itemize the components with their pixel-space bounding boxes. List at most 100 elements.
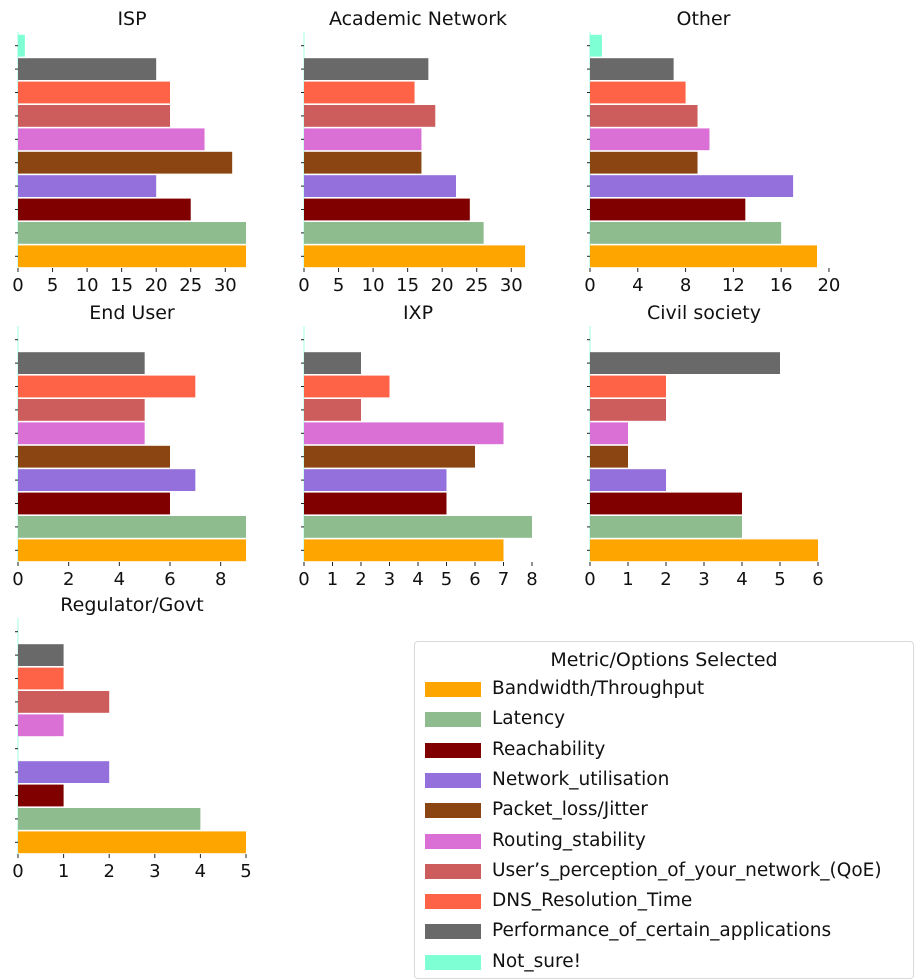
bar (304, 151, 422, 174)
bar (18, 222, 246, 244)
legend-swatch (425, 863, 481, 879)
x-tick-label: 2 (103, 861, 114, 882)
bar (18, 808, 201, 830)
x-tick-label: 15 (396, 275, 419, 296)
chart-title: IXP (403, 302, 433, 324)
x-tick-label: 10 (76, 275, 99, 296)
bar (18, 58, 157, 80)
bar (590, 175, 794, 197)
bar (304, 222, 484, 244)
legend-label: Packet_loss/Jitter (492, 799, 648, 821)
chart-title: ISP (117, 8, 146, 30)
x-tick-label: 0 (298, 569, 309, 590)
chart-panel: Academic Network 0 5 10 15 20 25 30 (298, 8, 526, 296)
legend-swatch (425, 833, 481, 849)
legend-label: Network_utilisation (492, 768, 670, 790)
x-tick-label: 0 (12, 569, 23, 590)
chart-title: Civil society (647, 302, 761, 324)
bar (590, 58, 674, 80)
bar (18, 81, 170, 104)
bar (18, 784, 64, 807)
bar (304, 245, 526, 268)
bar (304, 81, 415, 104)
x-tick-label: 30 (500, 275, 523, 296)
legend-swatch (425, 682, 481, 697)
bar (304, 352, 361, 374)
chart-title: Academic Network (329, 8, 507, 30)
chart-title: Regulator/Govt (60, 594, 203, 616)
legend-swatch (425, 772, 481, 788)
x-tick-label: 6 (812, 569, 823, 590)
bar (18, 831, 246, 854)
legend-label: Latency (492, 708, 566, 730)
bar (18, 375, 196, 398)
bar (304, 375, 390, 398)
bar (304, 175, 456, 197)
chart-panel: Other 0 4 8 12 16 20 (584, 8, 840, 296)
bar (304, 516, 532, 538)
x-tick-label: 8 (526, 569, 537, 590)
bar (18, 761, 110, 783)
x-tick-label: 1 (622, 569, 633, 590)
legend-swatch (425, 742, 481, 758)
legend-label: User’s_perception_of_your_network_(QoE) (492, 859, 882, 881)
bar (304, 128, 422, 151)
x-tick-label: 2 (660, 569, 671, 590)
legend-swatch (425, 712, 481, 728)
bar (18, 352, 145, 374)
bar (304, 399, 361, 421)
bar (304, 198, 470, 221)
x-tick-label: 6 (164, 569, 175, 590)
legend-swatch (425, 924, 481, 940)
x-tick-label: 3 (384, 569, 395, 590)
x-tick-label: 15 (110, 275, 133, 296)
x-tick-label: 3 (698, 569, 709, 590)
x-tick-label: 1 (58, 861, 69, 882)
bar (18, 175, 157, 197)
legend-label: Not_sure! (492, 950, 582, 972)
bar (18, 469, 196, 491)
x-tick-label: 5 (441, 569, 452, 590)
legend-label: Routing_stability (492, 829, 646, 851)
chart-panel: IXP 0 1 2 3 4 5 6 7 8 (298, 302, 537, 590)
x-tick-label: 3 (149, 861, 160, 882)
x-tick-label: 0 (584, 275, 595, 296)
x-tick-label: 12 (722, 275, 745, 296)
bar (590, 422, 628, 445)
legend: Metric/Options Selected Bandwidth/Throug… (414, 641, 914, 979)
bar (590, 128, 710, 151)
x-tick-label: 25 (465, 275, 488, 296)
x-tick-label: 5 (774, 569, 785, 590)
bar (590, 469, 666, 491)
x-tick-label: 7 (498, 569, 509, 590)
bar (18, 445, 170, 468)
bar (18, 198, 191, 221)
x-tick-label: 0 (12, 275, 23, 296)
bar (590, 81, 686, 104)
bar (590, 539, 818, 562)
bar (304, 58, 429, 80)
bar (304, 539, 504, 562)
bar (590, 375, 666, 398)
x-tick-label: 16 (770, 275, 793, 296)
x-tick-label: 20 (817, 275, 840, 296)
x-tick-label: 6 (469, 569, 480, 590)
legend-title: Metric/Options Selected (550, 649, 778, 671)
x-tick-label: 4 (412, 569, 423, 590)
bar (18, 539, 246, 562)
x-tick-label: 20 (145, 275, 168, 296)
x-tick-label: 10 (362, 275, 385, 296)
bar (590, 198, 746, 221)
bar (304, 422, 504, 445)
bar (18, 714, 64, 737)
chart-panel: End User 0 2 4 6 8 (12, 302, 246, 590)
x-tick-label: 8 (680, 275, 691, 296)
bar (304, 105, 436, 127)
x-tick-label: 4 (114, 569, 125, 590)
legend-swatch (425, 803, 481, 819)
bar (18, 691, 110, 713)
x-tick-label: 4 (195, 861, 206, 882)
bar (590, 151, 698, 174)
bar (18, 151, 233, 174)
bar (590, 445, 628, 468)
